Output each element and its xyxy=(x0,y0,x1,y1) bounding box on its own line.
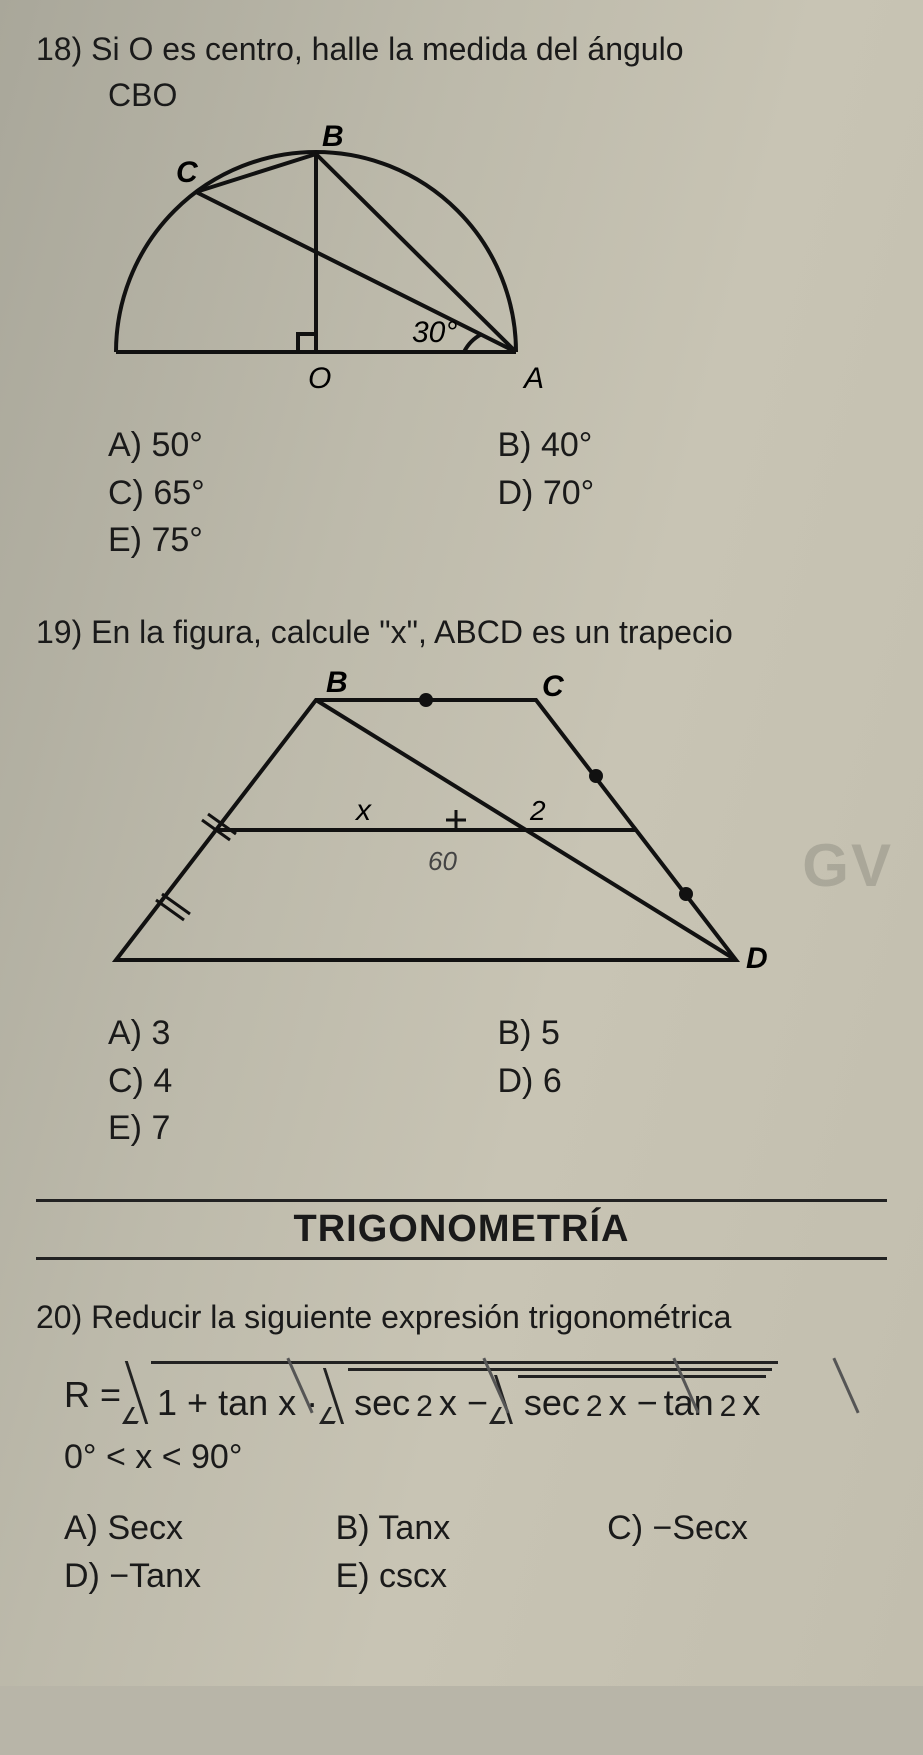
inner-radical: sec2 x − tan2 x xyxy=(494,1375,766,1424)
q20-choices: A) Secx B) Tanx C) −Secx D) −Tanx E) csc… xyxy=(64,1505,887,1600)
label-D: D xyxy=(746,942,768,975)
q20-expression: R = 1 + tan x · sec2 x − sec2 x − tan2 x xyxy=(64,1361,887,1424)
q18-choice-E[interactable]: E) 75° xyxy=(108,517,498,565)
q18-choice-B[interactable]: B) 40° xyxy=(498,422,888,470)
label-x: x xyxy=(354,794,372,827)
q18-prompt: 18) Si O es centro, halle la medida del … xyxy=(36,28,887,71)
q18-text-1: Si O es centro, halle la medida del ángu… xyxy=(91,31,683,67)
expr-x: x xyxy=(742,1382,760,1424)
q20-text: Reducir la siguiente expresión trigonomé… xyxy=(91,1299,731,1335)
q19-choice-D[interactable]: D) 6 xyxy=(498,1058,888,1106)
expr-sec2b: sec xyxy=(524,1382,580,1424)
expr-sec2a: sec xyxy=(354,1382,410,1424)
q19-choice-A[interactable]: A) 3 xyxy=(108,1010,498,1058)
q18-text-2: CBO xyxy=(108,77,887,114)
expr-xminus1: x − xyxy=(439,1382,488,1424)
label-two: 2 xyxy=(529,795,546,826)
q19-number: 19) xyxy=(36,614,82,650)
label-C: C xyxy=(542,670,565,703)
expr-1plus: 1 + tan x · xyxy=(157,1382,318,1424)
q20-choice-C[interactable]: C) −Secx xyxy=(607,1505,879,1553)
question-18: 18) Si O es centro, halle la medida del … xyxy=(36,28,887,565)
q20-prompt: 20) Reducir la siguiente expresión trigo… xyxy=(36,1296,887,1339)
section-title: TRIGONOMETRÍA xyxy=(36,1199,887,1260)
label-B: B xyxy=(326,666,348,699)
q19-prompt: 19) En la figura, calcule "x", ABCD es u… xyxy=(36,611,887,654)
q18-number: 18) xyxy=(36,31,82,67)
expr-sup2a: 2 xyxy=(416,1390,433,1424)
label-O: O xyxy=(308,362,331,395)
label-C: C xyxy=(176,156,199,189)
q18-choices: A) 50° B) 40° C) 65° D) 70° E) 75° xyxy=(108,422,887,565)
q20-number: 20) xyxy=(36,1299,82,1335)
label-A: A xyxy=(522,362,544,395)
expr-sup2c: 2 xyxy=(720,1390,737,1424)
question-20: 20) Reducir la siguiente expresión trigo… xyxy=(36,1296,887,1600)
q19-choice-E[interactable]: E) 7 xyxy=(108,1105,498,1153)
expr-xminus2: x − xyxy=(609,1382,658,1424)
q19-diagram: B C D x 2 60 xyxy=(76,660,796,1000)
q20-choice-B[interactable]: B) Tanx xyxy=(336,1505,608,1553)
q20-choice-D[interactable]: D) −Tanx xyxy=(64,1553,336,1601)
q19-choices: A) 3 B) 5 C) 4 D) 6 E) 7 xyxy=(108,1010,887,1153)
q19-choice-C[interactable]: C) 4 xyxy=(108,1058,498,1106)
question-19: 19) En la figura, calcule "x", ABCD es u… xyxy=(36,611,887,1153)
q19-text: En la figura, calcule "x", ABCD es un tr… xyxy=(91,614,733,650)
watermark-gv: GV xyxy=(802,831,893,900)
q20-choice-E[interactable]: E) cscx xyxy=(336,1553,608,1601)
q19-choice-B[interactable]: B) 5 xyxy=(498,1010,888,1058)
label-angle-30: 30° xyxy=(412,316,457,349)
expr-R-eq: R = xyxy=(64,1374,121,1424)
expr-sup2b: 2 xyxy=(586,1390,603,1424)
q18-choice-A[interactable]: A) 50° xyxy=(108,422,498,470)
label-B: B xyxy=(322,122,344,153)
q20-choice-A[interactable]: A) Secx xyxy=(64,1505,336,1553)
q20-range: 0° < x < 90° xyxy=(64,1438,887,1477)
middle-radical: sec2 x − sec2 x − tan2 x xyxy=(324,1368,772,1424)
q18-choice-C[interactable]: C) 65° xyxy=(108,470,498,518)
q18-diagram: B C O A 30° xyxy=(76,122,596,412)
label-sixty: 60 xyxy=(428,846,457,876)
q18-choice-D[interactable]: D) 70° xyxy=(498,470,888,518)
